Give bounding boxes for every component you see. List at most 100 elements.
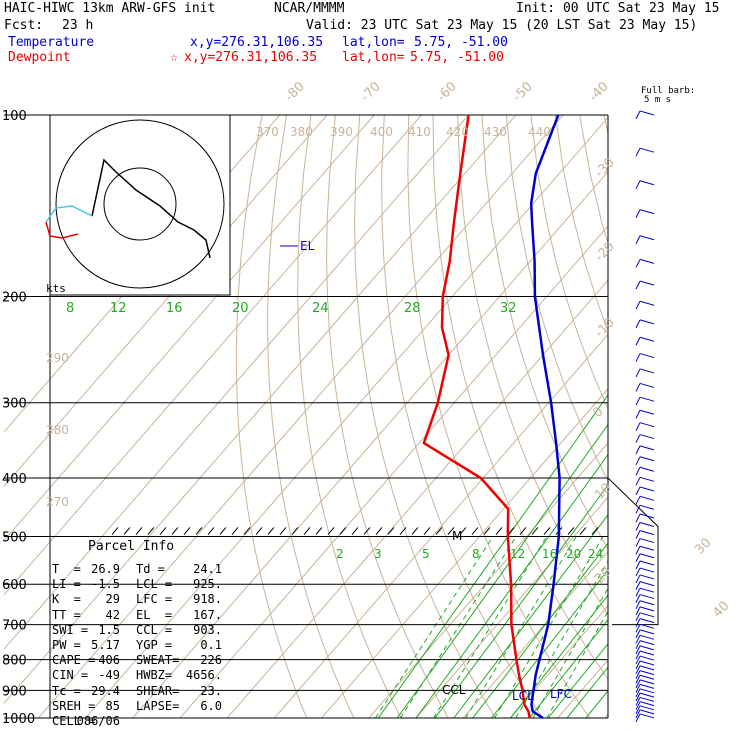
wind-barb-flag (635, 235, 641, 244)
hatch-mark (159, 527, 167, 535)
low-mixing-ratio-label: 5 (422, 547, 430, 561)
wind-barb-flag (635, 697, 641, 706)
isotherm-side-label: 30 (692, 536, 714, 558)
pressure-tick-label: 800 (2, 654, 27, 669)
hatch-mark (123, 527, 131, 535)
hatch-mark (399, 527, 407, 535)
dry-adiabat (297, 115, 402, 718)
wind-barb-flag (635, 612, 641, 622)
wind-barb (639, 688, 655, 694)
wind-barb (639, 701, 655, 707)
wind-barb (639, 353, 655, 359)
wind-barb-flag (635, 560, 641, 570)
theta-label: 430 (484, 125, 507, 139)
hodograph (45, 114, 231, 296)
wind-barb-flag (635, 445, 641, 455)
wind-barb-flag (635, 655, 641, 665)
hatch-mark (591, 527, 599, 535)
isotherm-line (38, 115, 564, 718)
isotherm-line (652, 115, 740, 718)
wind-barb (639, 567, 655, 573)
moist-adiabat (547, 643, 608, 718)
wind-barb-flag (635, 624, 641, 633)
level-label: M (452, 529, 462, 543)
hatch-mark (267, 527, 275, 535)
mixing-ratio-line (375, 536, 494, 718)
wind-barb-flag (635, 660, 641, 670)
chart-series (422, 114, 561, 720)
isotherm-side-label: -20 (592, 239, 618, 265)
wind-barb-flag (635, 587, 641, 597)
wind-barb (639, 670, 655, 676)
mixing-ratio-label: 32 (500, 301, 517, 316)
parcel-info-cell: SREH = (52, 698, 96, 713)
hodograph-units: kts (46, 282, 66, 295)
isotherm-side-label: 10 (592, 481, 614, 503)
hatch-mark (243, 527, 251, 535)
hatch-mark (495, 527, 503, 535)
wind-barb (639, 336, 655, 342)
parcel-info-cell: 4656. (185, 668, 222, 683)
dry-adiabat (726, 115, 740, 718)
parcel-info-cell: CIN = (52, 668, 89, 683)
isotherm-line (510, 605, 608, 718)
temperature-latlon-label: lat,lon= (342, 35, 405, 50)
isotherm-line (274, 333, 608, 718)
wind-barb (639, 513, 655, 519)
wind-barb-flag (635, 368, 641, 378)
wind-barb-flag (635, 467, 641, 476)
wind-barb (639, 612, 655, 618)
wind-barb-flag (635, 383, 641, 392)
dry-adiabat (530, 115, 608, 410)
parcel-info-cell: 29 (105, 592, 120, 607)
low-mixing-ratio-label: 16 (542, 547, 557, 561)
wind-barb-flag (635, 618, 641, 627)
moist-adiabat (566, 666, 608, 718)
wind-barb (639, 258, 655, 264)
wind-barb (639, 521, 655, 527)
wind-barb (639, 434, 655, 440)
wind-barb (639, 319, 655, 325)
wind-barb (639, 679, 655, 685)
parcel-info-cell: LI = (52, 577, 81, 592)
wind-barb-flag (635, 606, 641, 616)
wind-barb-flag (635, 713, 641, 723)
hatch-mark (363, 527, 371, 535)
hodo-ring-outer (55, 119, 225, 289)
isotherm-line (132, 171, 608, 718)
hatch-mark (183, 527, 191, 535)
wind-barb (639, 660, 655, 666)
hodo-ring-inner (103, 167, 177, 241)
forecast-hours: 23 h (62, 18, 94, 33)
parcel-info-cell: LCL = (136, 577, 173, 592)
wind-barb-flag (635, 505, 641, 514)
parcel-info-cell: 086/06 (76, 714, 120, 728)
wind-barb (639, 629, 655, 635)
pressure-tick-label: 400 (2, 472, 27, 487)
wind-barb-flag (635, 522, 641, 531)
wind-barb (639, 538, 655, 544)
isotherm-top-label: -70 (358, 79, 384, 105)
hatch-mark (279, 527, 287, 535)
parcel-info-cell: HWBZ= (136, 668, 173, 683)
parcel-info-cell: 0.1 (200, 638, 222, 652)
hodo-trace-surface (45, 221, 79, 239)
parcel-info-cell: Td = (136, 562, 165, 576)
wind-barb (639, 655, 655, 661)
pressure-tick-label: 1000 (2, 712, 35, 727)
dry-adiabat (354, 115, 496, 718)
dry-adiabat (677, 115, 740, 718)
temperature-legend: Temperature (8, 35, 95, 50)
moist-adiabat (528, 619, 608, 718)
wind-barb (639, 368, 655, 374)
hatch-mark (291, 527, 299, 535)
parcel-info-cell: SWI = (52, 622, 89, 637)
hatch-mark (111, 527, 119, 535)
parcel-info-cell: 903. (193, 622, 222, 637)
mixing-ratio-label: 20 (232, 301, 249, 316)
parcel-info-cell: 918. (193, 592, 222, 607)
isotherm-line (4, 115, 375, 542)
wind-barb-flag (635, 679, 641, 689)
dewpoint-legend: Dewpoint (8, 50, 71, 65)
dry-adiabat (267, 115, 355, 718)
